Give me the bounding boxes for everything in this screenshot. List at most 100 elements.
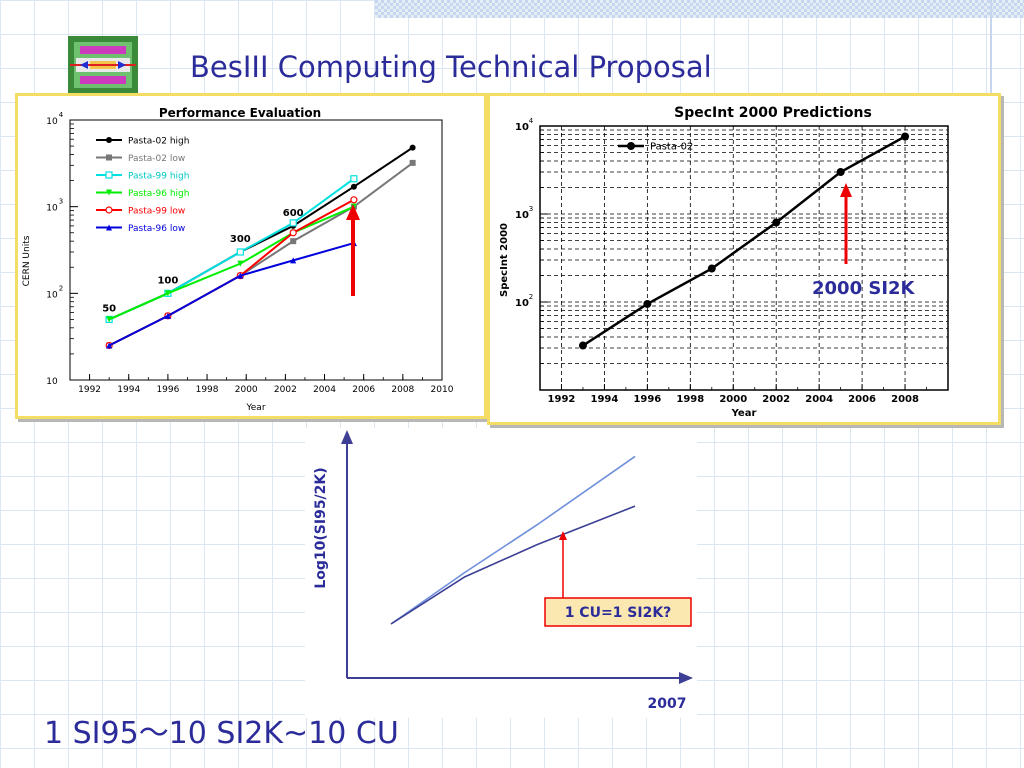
x-tick-label: 1996 — [156, 385, 179, 395]
data-point — [164, 312, 171, 319]
y-axis-label: Log10(SI95/2K) — [313, 467, 329, 588]
data-point — [106, 342, 113, 349]
data-annotation: 300 — [230, 234, 251, 245]
header-decor-band — [375, 0, 1024, 18]
legend-label: Pasta-96 high — [128, 189, 189, 199]
x-tick-label: 2002 — [274, 385, 297, 395]
legend-label: Pasta-02 low — [128, 154, 185, 164]
x-tick-label: 1998 — [676, 394, 704, 405]
data-point — [350, 183, 357, 190]
data-point — [105, 171, 113, 179]
specint-predictions-chart: SpecInt 2000 Predictions SpecInt 2000 Ye… — [499, 105, 949, 419]
chart-title: Performance Evaluation — [159, 106, 321, 120]
y-axis-label: SpecInt 2000 — [499, 223, 510, 297]
x-tick-label: 2000 — [719, 394, 747, 405]
chart-title: SpecInt 2000 Predictions — [674, 105, 872, 121]
si2k-annotation: 2000 SI2K — [812, 278, 916, 299]
y-tick-label: 10 — [515, 210, 529, 221]
log-sketch-panel: Log10(SI95/2K) 2007 1 CU=1 SI2K? — [305, 428, 697, 718]
plot-frame — [69, 119, 443, 381]
y-tick-exponent: 4 — [59, 111, 64, 119]
x-tick-label: 1996 — [633, 394, 661, 405]
x-tick-label: 2004 — [313, 385, 336, 395]
data-point — [772, 218, 781, 227]
data-point — [106, 224, 112, 231]
data-point — [289, 219, 297, 227]
data-point — [105, 206, 113, 214]
data-point — [106, 154, 112, 161]
data-point — [289, 229, 297, 237]
y-axis-label: CERN Units — [22, 235, 32, 286]
x-tick-label: 2000 — [235, 385, 258, 395]
data-annotation: 100 — [157, 275, 178, 286]
x-tick-label: 1992 — [548, 394, 576, 405]
y-tick-exponent: 2 — [529, 293, 533, 301]
data-point — [164, 290, 171, 297]
data-point — [290, 238, 297, 245]
data-point — [106, 137, 112, 143]
x-tick-label: 2006 — [848, 394, 876, 405]
y-tick-exponent: 3 — [529, 205, 533, 213]
data-point — [237, 272, 244, 279]
x-tick-label: 2008 — [391, 385, 414, 395]
header-decor-line — [990, 0, 992, 96]
data-point — [901, 132, 910, 141]
data-point — [707, 264, 716, 273]
callout-box — [544, 597, 692, 627]
data-point — [106, 189, 112, 196]
legend-label: Pasta-99 low — [128, 207, 185, 217]
legend-label: Pasta-02 — [650, 142, 693, 153]
y-tick-label: 10 — [46, 117, 58, 127]
series-line — [390, 455, 636, 625]
data-point — [836, 168, 845, 177]
performance-evaluation-panel: Performance Evaluation CERN Units Year 1… — [15, 93, 487, 419]
data-point — [578, 341, 587, 350]
x-tick-label: 2006 — [352, 385, 375, 395]
series-line — [582, 135, 906, 347]
x-axis-arrow — [679, 672, 693, 684]
data-point — [409, 144, 416, 151]
legend-label: Pasta-02 high — [128, 137, 189, 147]
x-tick-label: 2002 — [762, 394, 790, 405]
data-point — [237, 260, 244, 267]
x-axis-label: Year — [245, 403, 265, 413]
y-tick-exponent: 3 — [59, 198, 63, 206]
x-tick-label: 1994 — [117, 385, 140, 395]
performance-evaluation-chart: Performance Evaluation CERN Units Year 1… — [22, 106, 454, 413]
slide-title: BesIII Computing Technical Proposal — [190, 50, 712, 84]
data-point — [106, 316, 113, 323]
x-tick-label: 1992 — [78, 385, 101, 395]
series-line — [390, 505, 636, 625]
callout-arrow-head — [559, 531, 567, 540]
red-arrow-head — [346, 204, 360, 220]
data-annotation: 50 — [102, 303, 116, 314]
y-tick-label: 10 — [46, 290, 58, 300]
data-point — [409, 159, 416, 166]
y-tick-exponent: 2 — [59, 284, 63, 292]
x-tick-label: 2010 — [431, 385, 454, 395]
y-tick-label: 10 — [515, 298, 529, 309]
x-tick-label: 2008 — [891, 394, 919, 405]
y-tick-label: 10 — [515, 122, 529, 133]
data-point — [350, 175, 358, 183]
legend-label: Pasta-99 high — [128, 172, 189, 182]
log-sketch-chart: Log10(SI95/2K) 2007 1 CU=1 SI2K? — [313, 430, 693, 712]
y-tick-exponent: 4 — [529, 117, 534, 125]
x-axis-label: Year — [731, 408, 757, 419]
x-axis-label: 2007 — [648, 696, 687, 712]
detector-logo — [66, 34, 140, 96]
data-point — [627, 142, 635, 150]
y-axis-arrow — [341, 430, 353, 444]
data-annotation: 600 — [283, 208, 304, 219]
data-point — [290, 257, 297, 264]
y-tick-label: 10 — [46, 204, 58, 214]
data-point — [350, 196, 358, 204]
x-tick-label: 1994 — [590, 394, 618, 405]
red-arrow-head — [840, 183, 852, 197]
footer-note: 1 SI95～10 SI2K~10 CU — [44, 716, 399, 751]
x-tick-label: 2004 — [805, 394, 833, 405]
legend-label: Pasta-96 low — [128, 224, 185, 234]
data-point — [643, 299, 652, 308]
data-point — [236, 248, 244, 256]
specint-predictions-panel: SpecInt 2000 Predictions SpecInt 2000 Ye… — [487, 93, 1001, 425]
